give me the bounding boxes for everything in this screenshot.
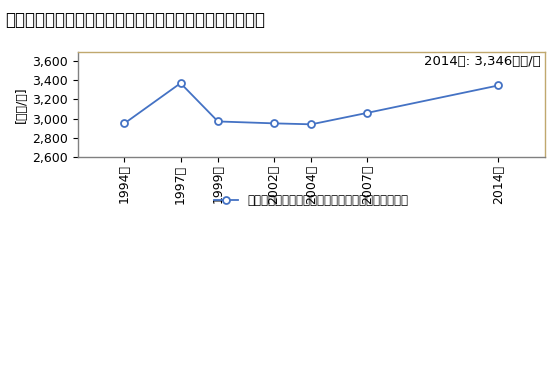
Y-axis label: [万円/人]: [万円/人] xyxy=(15,86,28,123)
Legend: 機械器具小売業の従業者一人当たり年間商品販売額: 機械器具小売業の従業者一人当たり年間商品販売額 xyxy=(209,190,413,212)
Text: 2014年: 3,346万円/人: 2014年: 3,346万円/人 xyxy=(423,55,540,68)
Text: 機械器具小売業の従業者一人当たり年間商品販売額の推移: 機械器具小売業の従業者一人当たり年間商品販売額の推移 xyxy=(6,11,265,29)
